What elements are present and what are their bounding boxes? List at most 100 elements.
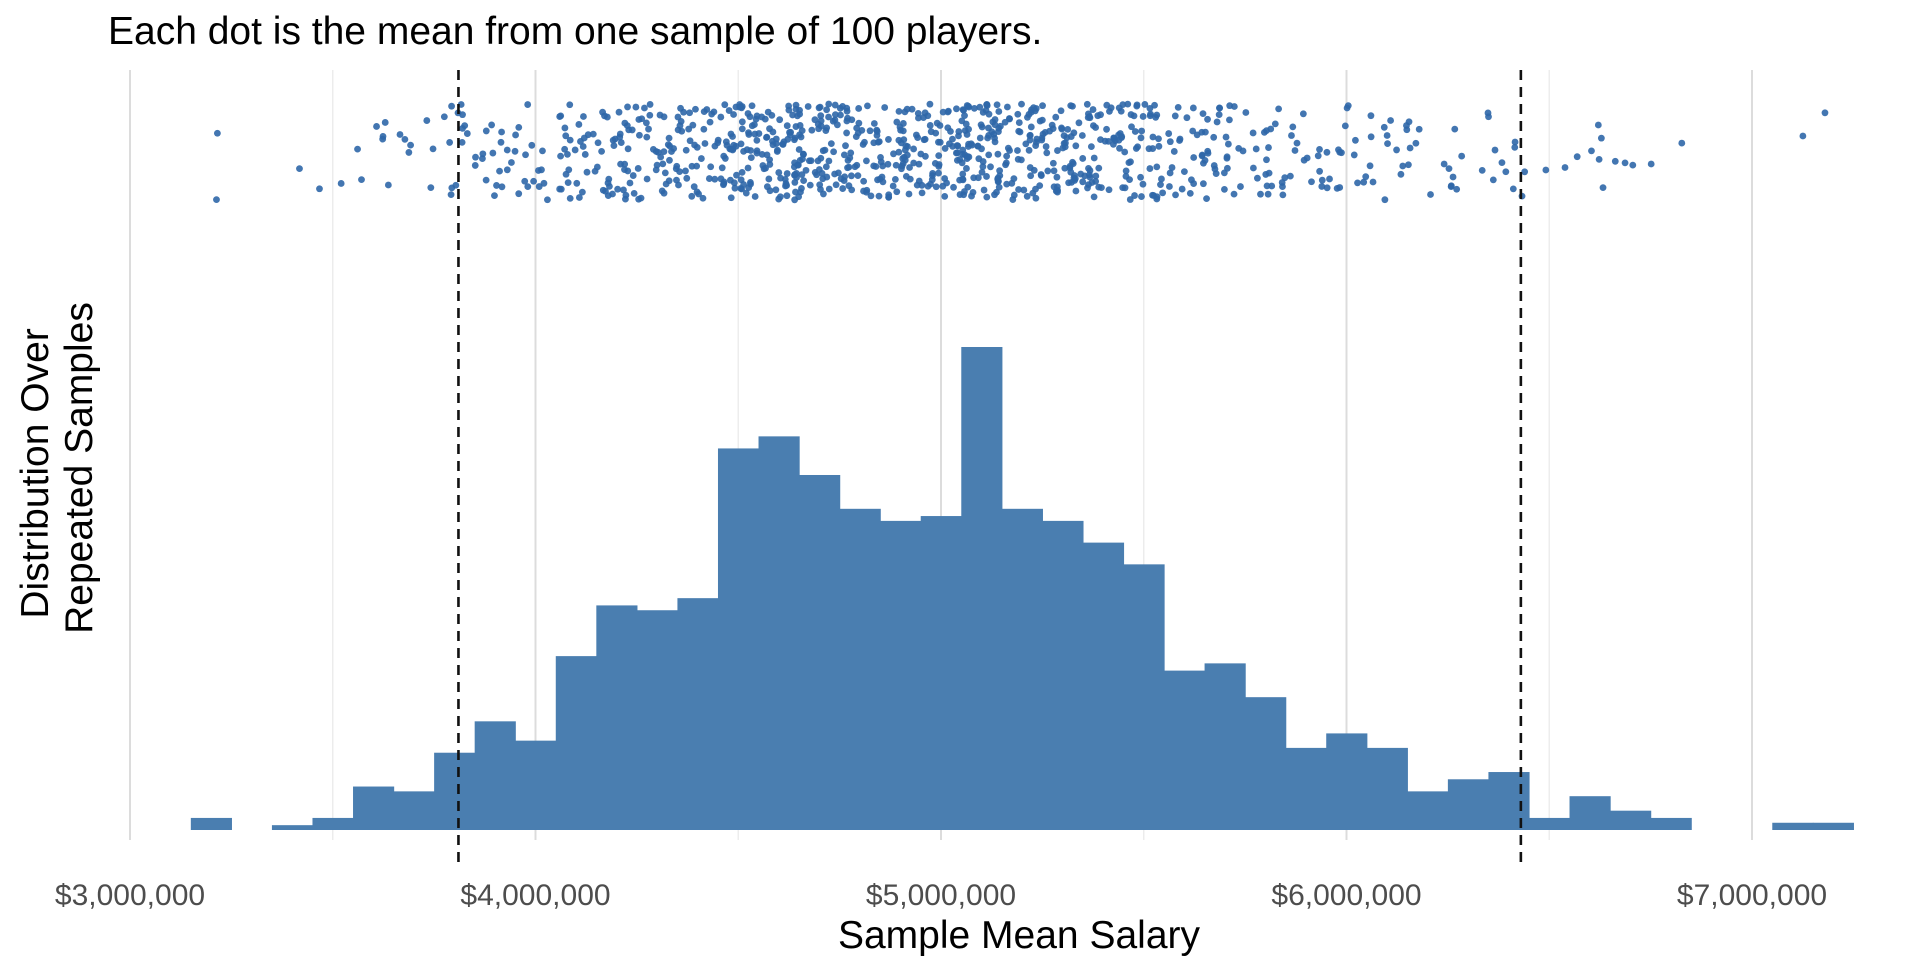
sample-mean-dot xyxy=(440,113,448,121)
sample-mean-dot xyxy=(963,165,970,172)
sample-mean-dot xyxy=(642,119,650,127)
sample-mean-dot xyxy=(1383,132,1391,139)
sample-mean-dot xyxy=(807,157,815,165)
sample-mean-dot xyxy=(593,163,601,171)
sample-mean-dot xyxy=(1573,153,1581,161)
sample-mean-dot xyxy=(1078,132,1086,139)
histogram-bar xyxy=(1204,663,1246,830)
sample-mean-dot xyxy=(924,112,932,120)
interval-lines xyxy=(457,70,1523,868)
sample-mean-dot xyxy=(875,192,883,200)
sample-mean-dot xyxy=(947,127,954,135)
sample-mean-dot xyxy=(777,174,785,182)
sample-mean-dot xyxy=(1032,194,1040,202)
sample-mean-dot xyxy=(609,136,617,144)
sample-mean-dot xyxy=(905,190,913,198)
sample-mean-dot xyxy=(725,107,733,114)
sample-mean-dot xyxy=(791,171,798,179)
sample-mean-dot xyxy=(1799,132,1807,140)
sample-mean-dot xyxy=(497,138,505,146)
sample-mean-dot xyxy=(1061,164,1069,172)
sample-mean-dot xyxy=(959,146,967,154)
sample-mean-dot xyxy=(1278,179,1286,186)
sample-mean-dot xyxy=(917,150,925,158)
sample-mean-dot xyxy=(1235,144,1243,152)
sample-mean-dot xyxy=(842,142,849,150)
histogram-bar xyxy=(1001,508,1043,830)
sample-mean-dot xyxy=(1268,182,1276,190)
sample-mean-dot xyxy=(753,136,761,144)
sample-mean-dot xyxy=(1249,164,1257,172)
sample-mean-dot xyxy=(789,111,796,119)
sample-mean-dot xyxy=(522,151,529,159)
sample-mean-dot xyxy=(798,171,806,179)
sample-mean-dot xyxy=(1159,189,1167,197)
sample-mean-dot xyxy=(936,138,944,146)
sample-mean-dot xyxy=(498,183,506,191)
sample-mean-dot xyxy=(902,172,910,180)
sample-mean-dot xyxy=(918,181,926,189)
sample-mean-dot xyxy=(1366,162,1374,170)
sample-mean-dot xyxy=(908,105,916,113)
sample-mean-dot xyxy=(707,163,715,171)
sample-mean-dot xyxy=(987,163,994,171)
histogram-bar xyxy=(717,448,760,830)
sample-mean-dot xyxy=(646,101,654,108)
x-tick-label: $5,000,000 xyxy=(866,879,1016,912)
sample-mean-dot xyxy=(1087,143,1095,151)
sample-mean-dot xyxy=(893,118,901,126)
sample-mean-dot xyxy=(1109,140,1117,148)
sample-mean-dot xyxy=(1502,168,1510,176)
sample-mean-dot xyxy=(1369,178,1377,186)
sample-mean-dot xyxy=(844,156,852,164)
sample-mean-dot xyxy=(1046,127,1053,135)
sample-mean-dot xyxy=(960,191,968,199)
histogram-bar xyxy=(1326,733,1368,830)
sample-mean-dot xyxy=(991,138,999,146)
sample-mean-dot xyxy=(976,134,984,142)
sample-mean-dot xyxy=(564,179,572,187)
x-tick-label: $6,000,000 xyxy=(1271,879,1421,912)
sample-mean-dot xyxy=(660,113,668,121)
sample-mean-dot xyxy=(407,141,414,149)
sample-mean-dot xyxy=(873,128,881,135)
sample-mean-dot xyxy=(580,113,587,120)
sample-mean-dot xyxy=(926,122,934,129)
sample-mean-dot xyxy=(898,165,905,173)
sample-mean-dot xyxy=(1116,144,1123,152)
sample-mean-dot xyxy=(953,142,961,149)
sample-mean-dot xyxy=(769,128,777,136)
sample-mean-dot xyxy=(1341,122,1349,130)
sample-mean-dot xyxy=(645,125,652,133)
sample-mean-dot xyxy=(721,155,729,162)
sample-mean-dot xyxy=(1107,104,1115,112)
sample-mean-dot xyxy=(763,133,771,141)
sample-mean-dot xyxy=(583,168,591,176)
histogram-bar xyxy=(1528,817,1571,830)
sample-mean-dot xyxy=(1150,192,1158,199)
sample-mean-dot xyxy=(1279,191,1287,199)
sample-mean-dot xyxy=(1594,121,1602,129)
sample-mean-dot xyxy=(1316,167,1323,175)
sample-mean-dot xyxy=(379,135,387,143)
sample-mean-dot xyxy=(654,148,662,156)
sample-mean-dot xyxy=(373,123,380,130)
sample-mean-dot xyxy=(802,166,810,174)
sample-mean-dot xyxy=(744,164,752,172)
sample-mean-dot xyxy=(1318,183,1326,190)
sample-mean-dot xyxy=(700,125,708,133)
sample-mean-dot xyxy=(837,111,844,119)
sample-mean-dot xyxy=(1043,149,1051,157)
sample-mean-dot xyxy=(910,159,918,167)
sample-mean-dot xyxy=(1117,107,1125,115)
sample-mean-dot xyxy=(961,112,968,120)
sample-mean-dot xyxy=(933,119,941,127)
sample-mean-dot xyxy=(1010,175,1018,183)
sample-mean-dot xyxy=(1288,132,1295,139)
sample-mean-dot xyxy=(1180,168,1188,176)
sample-mean-dot xyxy=(1226,116,1233,124)
sample-mean-dot xyxy=(952,149,960,157)
sample-mean-dot xyxy=(1291,147,1299,154)
sample-mean-dot xyxy=(1166,138,1174,146)
sample-mean-dot xyxy=(799,150,807,158)
